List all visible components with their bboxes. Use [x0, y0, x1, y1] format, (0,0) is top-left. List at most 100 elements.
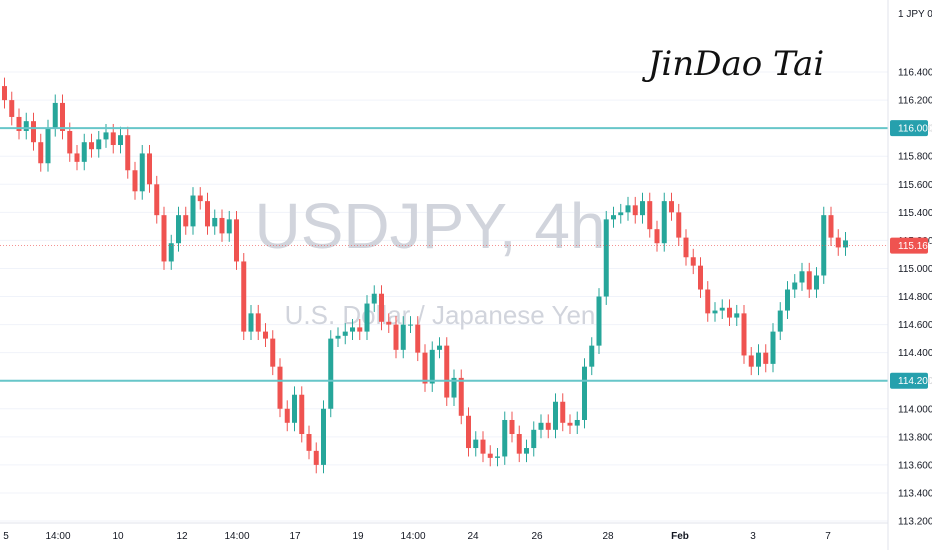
candle	[466, 407, 471, 457]
candle-body	[647, 201, 653, 230]
candle-body	[451, 377, 457, 398]
candle	[89, 133, 94, 158]
candle	[553, 393, 558, 439]
candle-body	[139, 153, 145, 192]
candle-body	[168, 243, 174, 262]
price-tick-label: 113.400	[898, 488, 932, 499]
candle-body	[611, 215, 616, 220]
candle-body	[197, 195, 203, 202]
candle	[386, 313, 392, 334]
candle-body	[38, 142, 44, 164]
candle-body	[727, 307, 732, 318]
candle	[545, 414, 551, 439]
candle	[843, 231, 848, 256]
candle-body	[81, 142, 87, 162]
candle-body	[357, 327, 363, 332]
candle	[509, 411, 515, 443]
candle-body	[640, 201, 645, 216]
candle-body	[241, 261, 247, 332]
candle-body	[785, 289, 790, 311]
candle	[408, 316, 413, 334]
candle	[2, 77, 7, 109]
candle-body	[118, 135, 123, 146]
candle	[52, 94, 58, 137]
candle	[524, 439, 529, 463]
candle	[647, 192, 653, 238]
candle-body	[23, 121, 29, 131]
candle-body	[161, 215, 167, 262]
candle	[756, 344, 761, 376]
level-lines[interactable]	[0, 127, 888, 382]
candle-body	[843, 240, 848, 248]
candle-body	[719, 307, 725, 311]
time-tick-label: 7	[825, 531, 831, 542]
candle	[531, 421, 537, 457]
time-tick-label: Feb	[671, 531, 689, 542]
price-tick-label: 114.400	[898, 348, 932, 359]
candle-body	[313, 450, 319, 465]
candle-body	[458, 377, 464, 416]
candle-body	[205, 201, 210, 227]
candle	[473, 431, 479, 457]
candle	[611, 206, 616, 228]
candle-body	[698, 265, 703, 290]
candle-body	[277, 366, 283, 409]
candle	[212, 209, 218, 235]
time-axis[interactable]: 5 14:00 10 12 14:00 17 19 14:00 24 26 28 Feb 3 7	[3, 531, 831, 542]
candle-body	[799, 271, 805, 283]
candle-body	[386, 321, 392, 325]
candle-body	[473, 439, 479, 449]
candle	[364, 295, 370, 341]
candles-layer	[2, 77, 848, 474]
candle-body	[306, 434, 312, 451]
candle	[690, 248, 696, 275]
candle-body	[364, 303, 370, 332]
candle	[495, 448, 500, 467]
price-tick-label: 116.200	[898, 96, 932, 107]
candle-body	[284, 408, 290, 423]
price-axis[interactable]: 116.400 116.200 116.000 115.800 115.600 115.4…	[898, 68, 932, 528]
candle	[516, 425, 522, 463]
candle	[357, 318, 363, 341]
time-tick-label: 17	[289, 531, 301, 542]
candle	[458, 369, 464, 425]
candle-body	[255, 313, 261, 332]
candle	[654, 220, 660, 252]
candle	[661, 192, 667, 252]
candle-body	[342, 331, 348, 336]
price-tick-label: 114.600	[898, 320, 932, 331]
candle-body	[429, 349, 435, 384]
candle-body	[234, 219, 239, 262]
candle	[676, 203, 682, 247]
candle-body	[176, 215, 181, 244]
candle-body	[321, 408, 326, 465]
candle-body	[67, 130, 73, 154]
candle	[321, 400, 326, 474]
candle	[705, 281, 711, 322]
candle-body	[538, 422, 544, 430]
candle-body	[734, 313, 740, 318]
candle-body	[625, 205, 631, 213]
candle	[502, 411, 508, 465]
candle-body	[219, 217, 225, 234]
candle-body	[379, 293, 384, 322]
candle	[139, 145, 145, 200]
candle-body	[553, 401, 558, 430]
candle-body	[480, 439, 486, 454]
candle-body	[444, 345, 450, 398]
level-price-label: 114.200	[898, 376, 932, 387]
candle	[603, 210, 609, 305]
candle-body	[777, 310, 783, 332]
price-scale-header[interactable]: 1 JPY 0	[898, 9, 932, 20]
candle	[567, 414, 573, 435]
candle	[255, 304, 261, 341]
candle-body	[603, 219, 609, 297]
candle-body	[437, 345, 442, 350]
price-tick-label: 113.600	[898, 460, 932, 471]
candle	[74, 145, 80, 171]
candle-body	[756, 352, 761, 367]
candle-body	[524, 448, 529, 454]
price-tick-label: 114.800	[898, 292, 932, 303]
candle	[270, 330, 276, 376]
